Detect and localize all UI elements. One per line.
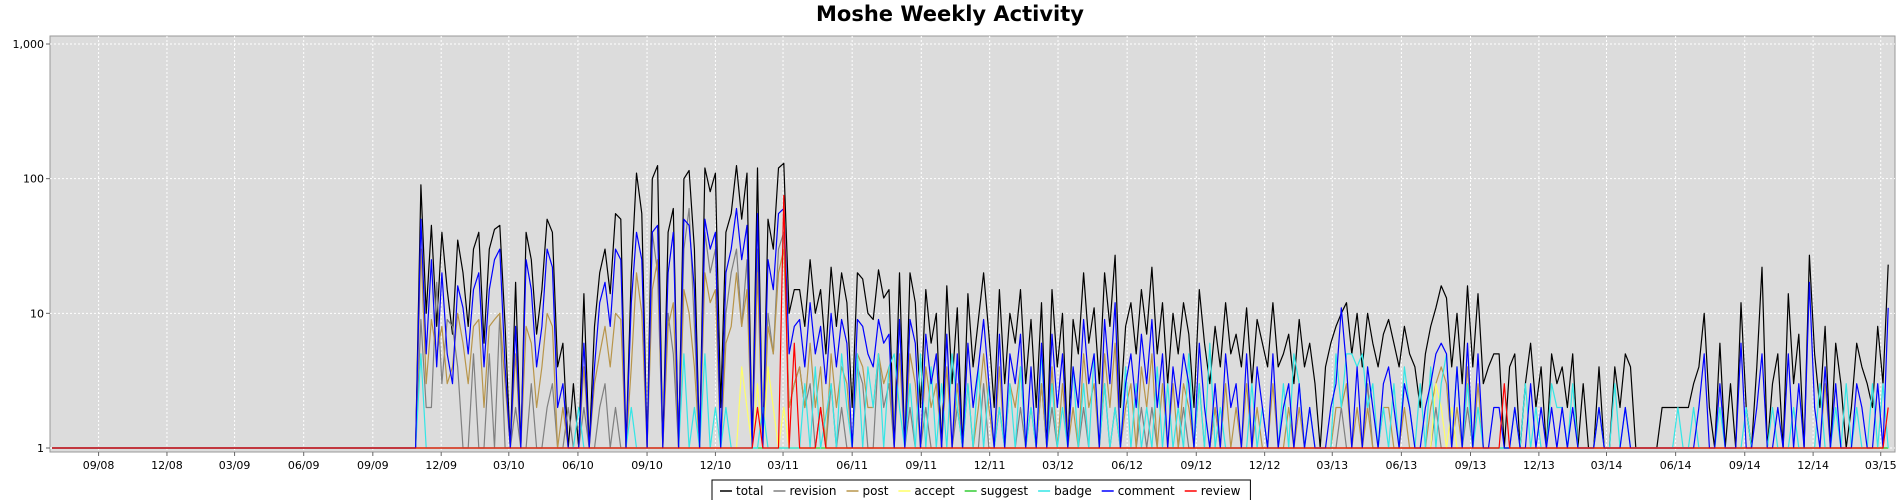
legend-item-post: post	[846, 484, 889, 498]
x-tick-label: 09/14	[1729, 459, 1761, 472]
x-tick-label: 12/12	[1249, 459, 1281, 472]
legend: total revision post accept suggest badge comme…	[711, 479, 1251, 500]
legend-label: comment	[1118, 484, 1175, 498]
legend-label: badge	[1054, 484, 1092, 498]
series-line-review	[52, 194, 1889, 449]
x-tick-label: 03/12	[1042, 459, 1074, 472]
x-tick-label: 09/09	[357, 459, 389, 472]
x-axis-ticks: 09/08 12/08 03/09 06/09 09/09 12/09 03/10 06/10…	[83, 452, 1897, 472]
y-tick-label: 1	[37, 442, 44, 455]
legend-item-review: review	[1184, 484, 1241, 498]
x-tick-label: 06/11	[836, 459, 868, 472]
x-tick-label: 12/13	[1523, 459, 1555, 472]
legend-item-suggest: suggest	[964, 484, 1029, 498]
x-tick-label: 12/10	[700, 459, 732, 472]
x-tick-label: 03/14	[1591, 459, 1623, 472]
y-tick-label: 100	[23, 173, 44, 186]
legend-item-total: total	[720, 484, 763, 498]
x-tick-label: 12/09	[425, 459, 457, 472]
x-tick-label: 06/12	[1111, 459, 1143, 472]
x-tick-label: 03/11	[767, 459, 799, 472]
legend-label: accept	[914, 484, 955, 498]
y-tick-label: 10	[30, 307, 44, 320]
legend-item-revision: revision	[773, 484, 836, 498]
x-tick-label: 06/09	[288, 459, 320, 472]
x-tick-label: 06/14	[1660, 459, 1692, 472]
x-tick-label: 03/13	[1316, 459, 1348, 472]
legend-item-comment: comment	[1101, 484, 1175, 498]
x-tick-label: 09/10	[631, 459, 663, 472]
x-tick-label: 03/09	[219, 459, 251, 472]
legend-label: post	[862, 484, 888, 498]
legend-label: review	[1201, 484, 1241, 498]
series-lines	[52, 162, 1889, 449]
legend-box	[711, 479, 1251, 500]
x-tick-label: 09/13	[1455, 459, 1487, 472]
x-tick-label: 12/11	[974, 459, 1006, 472]
x-tick-label: 09/11	[905, 459, 937, 472]
legend-item-badge: badge	[1038, 484, 1092, 498]
legend-label: revision	[789, 484, 836, 498]
legend-label: suggest	[981, 484, 1029, 498]
x-tick-label: 03/10	[493, 459, 525, 472]
chart-title: Moshe Weekly Activity	[816, 2, 1084, 26]
y-axis-ticks: 1 10 100 1,000	[13, 38, 50, 455]
legend-label: total	[736, 484, 763, 498]
x-tick-label: 12/08	[151, 459, 183, 472]
y-tick-label: 1,000	[13, 38, 45, 51]
legend-item-accept: accept	[898, 484, 955, 498]
x-tick-label: 09/12	[1180, 459, 1212, 472]
x-tick-label: 03/15	[1865, 459, 1897, 472]
plot-background	[49, 35, 1896, 453]
x-tick-label: 09/08	[83, 459, 115, 472]
x-tick-label: 06/10	[562, 459, 594, 472]
x-tick-label: 06/13	[1386, 459, 1418, 472]
x-tick-label: 12/14	[1797, 459, 1829, 472]
